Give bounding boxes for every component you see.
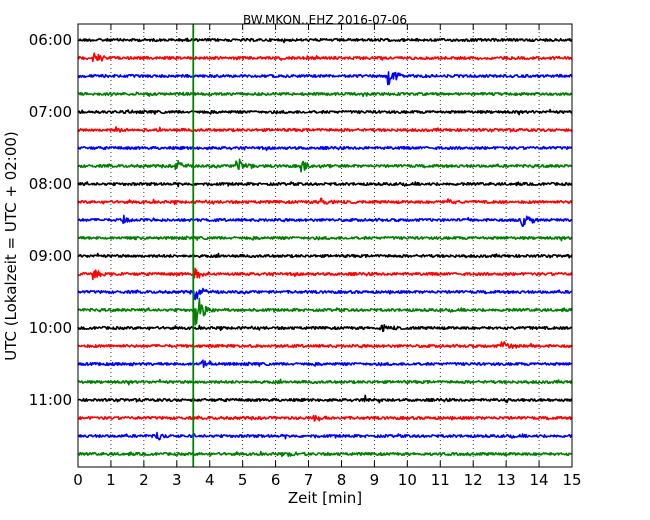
x-tick-label: 5 (238, 471, 248, 489)
seismic-traces (77, 37, 573, 458)
trace-10:30 (77, 359, 573, 368)
x-tick-label: 10 (398, 471, 417, 489)
trace-09:00 (77, 252, 573, 259)
trace-08:45 (77, 235, 573, 242)
y-tick-label: 08:00 (29, 175, 72, 193)
trace-11:45 (77, 450, 573, 458)
x-tick-label: 12 (464, 471, 483, 489)
x-tick-label: 7 (304, 471, 314, 489)
trace-10:15 (77, 341, 573, 349)
x-tick-label: 8 (337, 471, 347, 489)
trace-10:00 (77, 324, 573, 333)
x-tick-label: 0 (73, 471, 83, 489)
x-tick-label: 13 (497, 471, 516, 489)
trace-09:30 (77, 287, 573, 301)
plot-frame (77, 23, 573, 468)
trace-07:45 (77, 158, 573, 173)
x-tick-label: 6 (271, 471, 281, 489)
trace-07:00 (77, 108, 573, 116)
x-tick-label: 11 (431, 471, 450, 489)
x-axis-label: Zeit [min] (288, 489, 362, 507)
x-axis-ticks: 0 1 2 3 4 5 6 7 8 9 10 11 12 13 14 15 (73, 24, 582, 489)
trace-09:45 (77, 297, 573, 326)
trace-06:00 (77, 37, 573, 44)
trace-08:15 (77, 197, 573, 206)
trace-07:30 (77, 145, 573, 152)
trace-06:15 (77, 52, 573, 63)
y-tick-label: 07:00 (29, 103, 72, 121)
y-tick-label: 11:00 (29, 391, 72, 409)
trace-06:30 (77, 71, 573, 86)
x-tick-label: 2 (139, 471, 149, 489)
y-tick-label: 09:00 (29, 247, 72, 265)
x-tick-label: 9 (370, 471, 380, 489)
x-tick-label: 3 (172, 471, 182, 489)
trace-09:15 (77, 267, 573, 281)
y-tick-label: 06:00 (29, 31, 72, 49)
trace-11:30 (77, 431, 573, 441)
x-tick-label: 14 (530, 471, 549, 489)
chart-title: BW.MKON..EHZ 2016-07-06 (243, 13, 407, 27)
trace-08:30 (77, 214, 573, 228)
x-tick-label: 4 (205, 471, 215, 489)
y-axis-label: UTC (Lokalzeit = UTC + 02:00) (2, 131, 20, 361)
trace-07:15 (77, 126, 573, 133)
trace-08:00 (77, 181, 573, 188)
x-tick-label: 1 (106, 471, 116, 489)
y-axis-ticks: 06:00 07:00 08:00 09:00 10:00 11:00 (29, 31, 572, 409)
trace-06:45 (77, 91, 573, 98)
trace-11:15 (77, 414, 573, 422)
x-tick-label: 15 (562, 471, 581, 489)
y-tick-label: 10:00 (29, 319, 72, 337)
trace-10:45 (77, 378, 573, 386)
trace-11:00 (77, 394, 573, 404)
